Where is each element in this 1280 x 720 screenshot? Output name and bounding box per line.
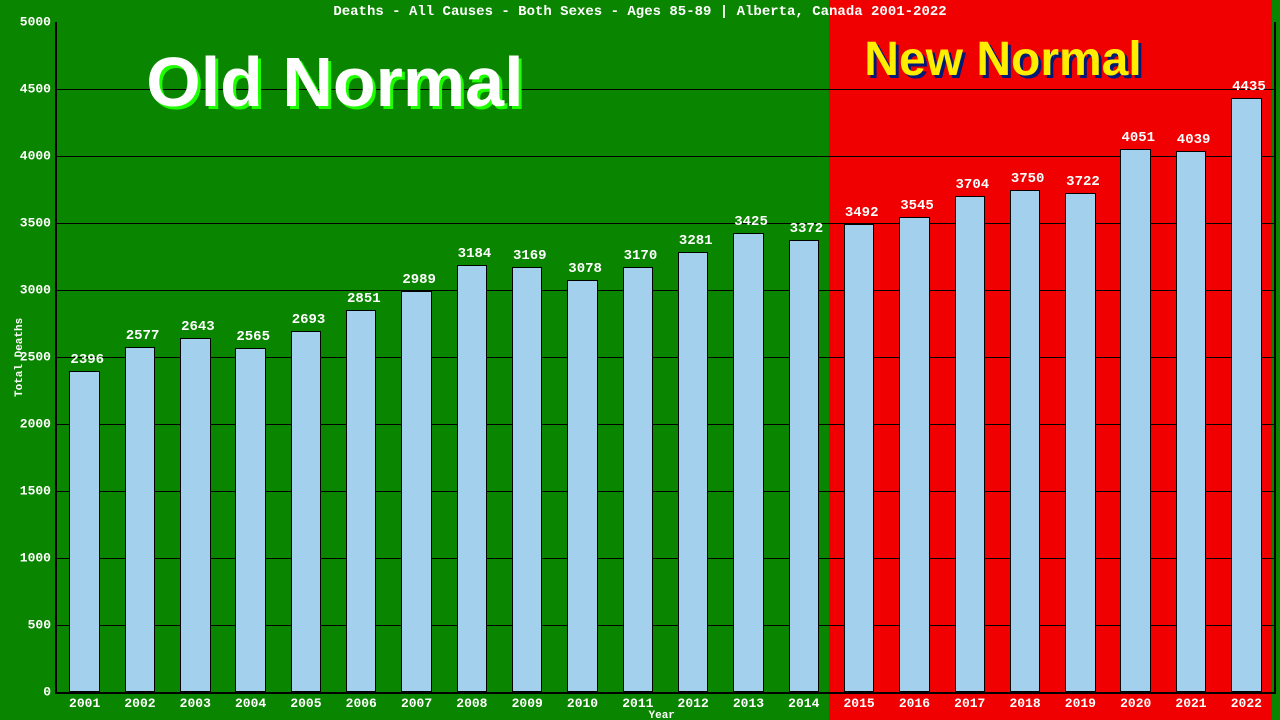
y-tick-label: 500 xyxy=(28,618,57,633)
bar-value-label: 2396 xyxy=(70,352,98,368)
bar-value-label: 3750 xyxy=(1011,171,1039,187)
bar: 2577 xyxy=(125,347,155,692)
bar: 2851 xyxy=(346,310,376,692)
bar-value-label: 4051 xyxy=(1121,130,1149,146)
gridline xyxy=(57,156,1274,157)
bar: 4051 xyxy=(1120,149,1150,692)
x-tick-label: 2011 xyxy=(622,692,653,711)
deaths-bar-chart: Deaths - All Causes - Both Sexes - Ages … xyxy=(0,0,1280,720)
bar: 3169 xyxy=(512,267,542,692)
x-tick-label: 2022 xyxy=(1231,692,1262,711)
y-tick-label: 2000 xyxy=(20,417,57,432)
y-tick-label: 3000 xyxy=(20,283,57,298)
x-tick-label: 2008 xyxy=(456,692,487,711)
bar: 2693 xyxy=(291,331,321,692)
bar-value-label: 2577 xyxy=(126,328,154,344)
x-tick-label: 2005 xyxy=(290,692,321,711)
bar-value-label: 2693 xyxy=(292,312,320,328)
bar: 3170 xyxy=(623,267,653,692)
bar-value-label: 3169 xyxy=(513,248,541,264)
bar-value-label: 3184 xyxy=(458,246,486,262)
bar: 4435 xyxy=(1231,98,1261,692)
bar-value-label: 3281 xyxy=(679,233,707,249)
x-tick-label: 2009 xyxy=(512,692,543,711)
x-tick-label: 2012 xyxy=(678,692,709,711)
x-tick-label: 2015 xyxy=(844,692,875,711)
y-tick-label: 4500 xyxy=(20,82,57,97)
bar-value-label: 3425 xyxy=(734,214,762,230)
bar: 2565 xyxy=(235,348,265,692)
x-tick-label: 2001 xyxy=(69,692,100,711)
x-tick-label: 2002 xyxy=(124,692,155,711)
x-tick-label: 2016 xyxy=(899,692,930,711)
bar-value-label: 3492 xyxy=(845,205,873,221)
bar: 3372 xyxy=(789,240,819,692)
bar: 2989 xyxy=(401,291,431,692)
y-tick-label: 4000 xyxy=(20,149,57,164)
bar: 3545 xyxy=(899,217,929,692)
bar-value-label: 2989 xyxy=(402,272,430,288)
bar-value-label: 3170 xyxy=(624,248,652,264)
x-tick-label: 2019 xyxy=(1065,692,1096,711)
bar-value-label: 3704 xyxy=(956,177,984,193)
y-tick-label: 5000 xyxy=(20,15,57,30)
bar-value-label: 3078 xyxy=(568,261,596,277)
chart-title: Deaths - All Causes - Both Sexes - Ages … xyxy=(0,4,1280,20)
bar-value-label: 4435 xyxy=(1232,79,1260,95)
bar-value-label: 3722 xyxy=(1066,174,1094,190)
x-tick-label: 2017 xyxy=(954,692,985,711)
bar: 3425 xyxy=(733,233,763,692)
bar: 3492 xyxy=(844,224,874,692)
y-tick-label: 0 xyxy=(43,685,57,700)
x-tick-label: 2004 xyxy=(235,692,266,711)
bar-value-label: 2643 xyxy=(181,319,209,335)
plot-area: 0500100015002000250030003500400045005000… xyxy=(55,22,1276,694)
y-axis-label: Total Deaths xyxy=(14,318,26,397)
bar-value-label: 4039 xyxy=(1177,132,1205,148)
bar: 3704 xyxy=(955,196,985,692)
annotation-old-normal: Old Normal xyxy=(146,42,523,122)
bar-value-label: 3545 xyxy=(900,198,928,214)
x-tick-label: 2021 xyxy=(1175,692,1206,711)
x-tick-label: 2010 xyxy=(567,692,598,711)
y-tick-label: 1000 xyxy=(20,551,57,566)
bar: 4039 xyxy=(1176,151,1206,692)
x-axis-label: Year xyxy=(649,710,675,720)
bar-value-label: 2565 xyxy=(236,329,264,345)
bar: 2643 xyxy=(180,338,210,692)
x-tick-label: 2013 xyxy=(733,692,764,711)
x-tick-label: 2003 xyxy=(180,692,211,711)
x-tick-label: 2018 xyxy=(1009,692,1040,711)
bar-value-label: 2851 xyxy=(347,291,375,307)
x-tick-label: 2014 xyxy=(788,692,819,711)
x-tick-label: 2006 xyxy=(346,692,377,711)
bar: 3184 xyxy=(457,265,487,692)
bar-value-label: 3372 xyxy=(790,221,818,237)
bar: 2396 xyxy=(69,371,99,692)
bar: 3750 xyxy=(1010,190,1040,693)
bar: 3722 xyxy=(1065,193,1095,692)
annotation-new-normal: New Normal xyxy=(864,32,1141,87)
x-tick-label: 2007 xyxy=(401,692,432,711)
y-tick-label: 3500 xyxy=(20,216,57,231)
y-tick-label: 1500 xyxy=(20,484,57,499)
bar: 3281 xyxy=(678,252,708,692)
x-tick-label: 2020 xyxy=(1120,692,1151,711)
bar: 3078 xyxy=(567,280,597,692)
